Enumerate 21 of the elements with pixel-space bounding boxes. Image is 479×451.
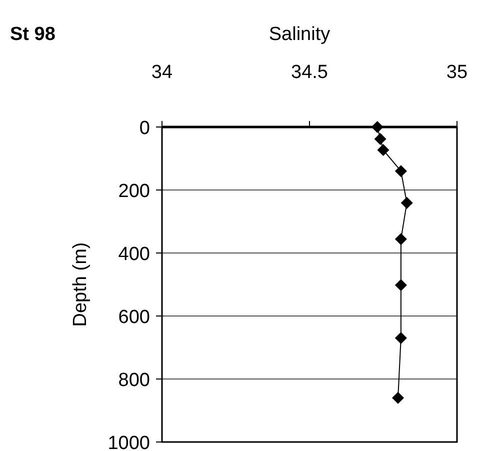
x-tick-label: 34 (151, 62, 173, 83)
point (394, 279, 407, 292)
x-tick-label: 35 (446, 62, 468, 83)
point (377, 144, 390, 156)
point (400, 196, 413, 209)
chart-title: St 98 (10, 24, 56, 45)
point (392, 392, 404, 404)
point (371, 121, 384, 133)
point (394, 332, 407, 344)
x-axis-title: Salinity (268, 24, 331, 45)
y-tick-label: 800 (118, 370, 150, 391)
point (374, 132, 386, 145)
y-tick-label: 600 (118, 307, 150, 328)
y-axis-title: Depth (m) (70, 242, 91, 327)
y-tick-label: 400 (118, 244, 150, 265)
y-tick-label: 200 (118, 181, 150, 202)
point (394, 165, 407, 178)
y-tick-label: 0 (139, 118, 150, 139)
point (394, 233, 407, 246)
x-tick-label: 34.5 (291, 62, 328, 83)
y-tick-label: 1000 (108, 433, 150, 451)
